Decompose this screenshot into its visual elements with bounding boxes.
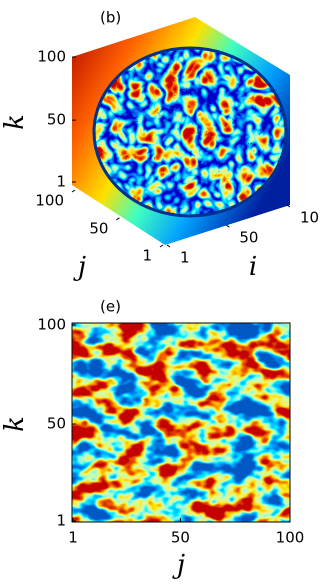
x-axis-label: j xyxy=(172,550,185,580)
tick-mark xyxy=(159,244,164,248)
tick-mark xyxy=(71,189,76,193)
tick-label: 50 xyxy=(239,229,258,247)
tick-label: 50 xyxy=(171,529,190,547)
plot-frame xyxy=(71,322,291,523)
tick-label: 1 xyxy=(180,249,190,267)
y-axis-label: k xyxy=(0,416,30,432)
z-axis-label: k xyxy=(0,114,30,130)
tick-label: 1 xyxy=(56,173,66,191)
tick-label: 100 xyxy=(276,529,305,547)
tick-label: 100 xyxy=(300,209,320,227)
tick-mark xyxy=(116,217,120,221)
panel-label: (e) xyxy=(100,298,121,316)
tick-label: 50 xyxy=(89,219,108,237)
heatmap xyxy=(72,323,290,522)
x-axis-label: j xyxy=(73,252,86,282)
tick-label: 1 xyxy=(68,529,78,547)
pattern-edge xyxy=(92,46,288,218)
tick-label: 50 xyxy=(47,414,66,432)
tick-mark xyxy=(286,204,291,208)
tick-label: 50 xyxy=(47,111,66,129)
tick-label: 100 xyxy=(35,192,64,210)
tick-label: 100 xyxy=(37,316,66,334)
tick-label: 1 xyxy=(56,512,66,530)
tick-mark xyxy=(226,224,230,228)
y-axis-label: i xyxy=(249,252,257,282)
cube-pattern xyxy=(94,48,286,216)
tick-mark xyxy=(166,244,171,248)
tick-label: 1 xyxy=(142,247,152,265)
tick-label: 100 xyxy=(37,48,66,66)
panel-label: (b) xyxy=(100,9,121,27)
